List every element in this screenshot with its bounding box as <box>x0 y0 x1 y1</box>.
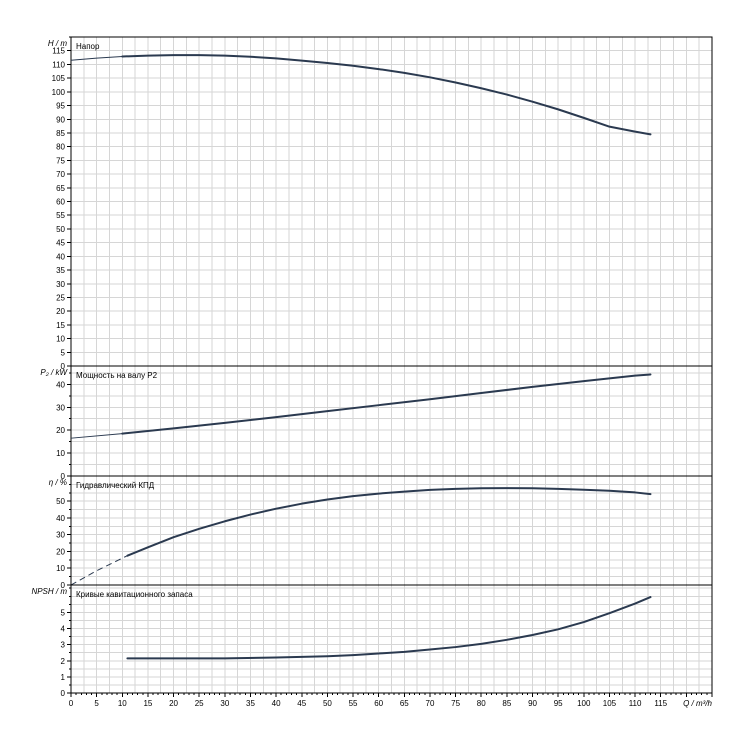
panel-2: 0 10 20 30 40 P₂ / kW Мощность на валу P2 <box>40 365 713 481</box>
y-tick-label: 5 <box>61 608 66 617</box>
x-tick-label: 60 <box>374 699 383 708</box>
panel-title: Мощность на валу P2 <box>76 371 158 380</box>
y-tick-label: 15 <box>56 321 65 330</box>
x-tick-label: 65 <box>400 699 409 708</box>
y-tick-label: 0 <box>61 362 66 371</box>
y-tick-label: 90 <box>56 115 65 124</box>
series-line <box>121 373 652 435</box>
y-tick-label: 95 <box>56 102 65 111</box>
x-tick-label: 45 <box>297 699 306 708</box>
y-tick-label: 25 <box>56 293 65 302</box>
y-tick-label: 110 <box>52 60 65 69</box>
series-line <box>121 54 652 136</box>
x-tick-label: 55 <box>349 699 358 708</box>
series-line-extrapolated <box>70 55 123 61</box>
series-line <box>126 487 652 557</box>
series-line-extrapolated <box>70 433 123 439</box>
y-tick-label: 105 <box>52 74 66 83</box>
y-axis-title: H / m <box>48 39 67 48</box>
y-tick-label: 0 <box>61 472 66 481</box>
y-tick-label: 30 <box>56 531 65 540</box>
x-tick-label: 90 <box>528 699 537 708</box>
y-tick-label: 75 <box>56 156 65 165</box>
y-tick-label: 70 <box>56 170 65 179</box>
x-tick-label: 70 <box>426 699 435 708</box>
y-tick-label: 35 <box>56 266 65 275</box>
x-tick-label: 30 <box>220 699 229 708</box>
panel-3: 0 10 20 30 40 50 η / % Гидравлический КПД <box>49 475 713 590</box>
panel-title: Кривые кавитационного запаса <box>76 590 193 599</box>
y-tick-label: 20 <box>56 426 65 435</box>
y-tick-label: 50 <box>56 225 65 234</box>
series-line <box>126 596 652 660</box>
y-tick-label: 0 <box>61 689 66 698</box>
y-tick-label: 45 <box>56 239 65 248</box>
y-tick-label: 40 <box>56 380 65 389</box>
x-tick-label: 15 <box>143 699 152 708</box>
y-tick-label: 100 <box>52 88 66 97</box>
x-tick-label: 85 <box>502 699 511 708</box>
y-tick-label: 85 <box>56 129 65 138</box>
x-tick-label: 20 <box>169 699 178 708</box>
x-tick-label: 40 <box>272 699 281 708</box>
x-tick-label: 10 <box>118 699 127 708</box>
y-tick-label: 0 <box>61 581 66 590</box>
y-tick-label: 20 <box>56 307 65 316</box>
x-tick-label: 110 <box>629 699 642 708</box>
y-tick-label: 5 <box>61 348 66 357</box>
y-tick-label: 20 <box>56 547 65 556</box>
x-tick-label: 5 <box>94 699 99 708</box>
x-tick-label: 105 <box>603 699 617 708</box>
panel-title: Гидравлический КПД <box>76 481 155 490</box>
y-tick-label: 60 <box>56 198 65 207</box>
y-tick-label: 10 <box>56 449 65 458</box>
y-tick-label: 65 <box>56 184 65 193</box>
x-tick-label: 100 <box>577 699 591 708</box>
y-tick-label: 115 <box>52 47 65 56</box>
panel-frame <box>70 584 713 694</box>
series-line-extrapolated <box>70 555 128 586</box>
y-axis-title: P₂ / kW <box>40 368 68 377</box>
x-tick-label: 25 <box>195 699 204 708</box>
x-tick-label: 35 <box>246 699 255 708</box>
x-tick-label: 50 <box>323 699 332 708</box>
y-tick-label: 30 <box>56 280 65 289</box>
y-tick-label: 50 <box>56 497 65 506</box>
y-tick-label: 1 <box>61 673 66 682</box>
y-tick-label: 4 <box>61 625 66 634</box>
y-tick-label: 40 <box>56 514 65 523</box>
y-tick-label: 10 <box>56 335 65 344</box>
y-tick-label: 30 <box>56 403 65 412</box>
y-tick-label: 2 <box>61 657 66 666</box>
y-axis-title: η / % <box>49 478 67 487</box>
y-tick-label: 10 <box>56 564 65 573</box>
y-axis-title: NPSH / m <box>31 587 67 596</box>
x-axis-title: Q / m³/h <box>683 699 712 708</box>
x-tick-label: 80 <box>477 699 486 708</box>
y-tick-label: 55 <box>56 211 65 220</box>
x-tick-label: 95 <box>554 699 563 708</box>
x-tick-label: 75 <box>451 699 460 708</box>
x-tick-label: 115 <box>654 699 667 708</box>
y-tick-label: 40 <box>56 252 65 261</box>
y-tick-label: 3 <box>61 641 66 650</box>
x-tick-label: 0 <box>69 699 74 708</box>
panel-title: Напор <box>76 42 100 51</box>
y-tick-label: 80 <box>56 143 65 152</box>
